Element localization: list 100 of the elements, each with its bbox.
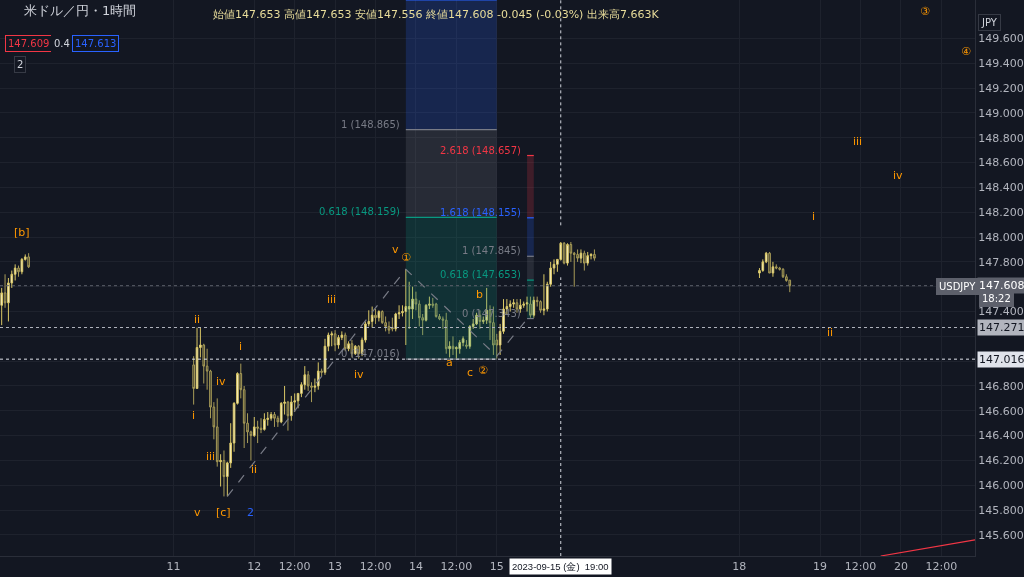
annotation: i [239, 340, 243, 353]
x-tick-label: 12:00 [278, 560, 311, 574]
x-tick-label: 14 [408, 560, 423, 574]
annotation: 2 [17, 59, 24, 70]
candlestick [27, 252, 30, 269]
candlestick [458, 339, 462, 355]
annotation: v [194, 506, 201, 519]
annotation: c [467, 366, 474, 379]
text: JPY [981, 17, 998, 28]
candlestick [192, 355, 195, 406]
annotation: 0.4 [54, 38, 70, 49]
candlestick [337, 334, 340, 350]
text: 18:22 [982, 293, 1011, 304]
x-tick-label: 12:00 [359, 560, 392, 574]
candlestick [333, 329, 337, 352]
annotation: [b] [14, 226, 30, 239]
candlestick [532, 296, 536, 319]
y-tick-label: 148.800 [978, 131, 1024, 145]
y-tick-label: 145.800 [978, 503, 1024, 517]
candlestick [20, 257, 24, 275]
candlestick [370, 306, 374, 329]
y-tick-label: 148.200 [978, 206, 1024, 220]
candlestick [320, 368, 323, 377]
candlestick [387, 320, 391, 335]
annotation: ① [401, 251, 411, 264]
annotation: b [476, 288, 483, 301]
y-tick-label: 146.000 [978, 479, 1024, 493]
annotation: iii [327, 293, 337, 306]
candlestick [330, 330, 334, 347]
ref-line-label: 147.016 [979, 353, 1024, 366]
series-label: 0.618 (147.653) [440, 269, 522, 280]
series-label: 1 (148.865) [341, 119, 400, 130]
candlestick [593, 248, 596, 262]
ref-line-label: 2023-09-15 (金) 19:00 [512, 561, 609, 572]
x-tick-label: 12 [247, 560, 262, 574]
y-tick-label: 146.800 [978, 379, 1024, 393]
annotation: 147.609 [8, 38, 50, 49]
candlestick [252, 416, 256, 438]
candlestick [263, 412, 266, 432]
annotation: iv [354, 368, 365, 381]
candlestick [542, 273, 546, 316]
candlestick [586, 251, 590, 267]
annotation: iii [853, 135, 863, 148]
candlestick [215, 397, 219, 468]
series-label: 1.618 (148.155) [440, 207, 522, 218]
candlestick [579, 248, 583, 264]
y-tick-label: 149.400 [978, 57, 1024, 71]
ref-line-label: 147.608 [979, 279, 1024, 292]
y-tick-label: 149.000 [978, 106, 1024, 120]
candlestick [539, 299, 542, 314]
candlestick [774, 263, 778, 270]
annotation: ④ [961, 45, 971, 58]
annotation: 147.613 [75, 38, 117, 49]
y-tick-label: 148.000 [978, 230, 1024, 244]
candlestick [448, 340, 451, 358]
y-tick-label: 147.400 [978, 305, 1024, 319]
annotation: 2 [247, 506, 254, 519]
annotation: ② [478, 364, 488, 377]
candlestick [273, 411, 276, 428]
y-tick-label: 146.600 [978, 404, 1024, 418]
candlestick [347, 340, 350, 352]
candlestick [444, 312, 448, 355]
y-tick-label: 146.200 [978, 454, 1024, 468]
candlestick [222, 450, 226, 497]
candlestick [404, 268, 408, 346]
candlestick [377, 309, 381, 322]
annotation: ii [251, 463, 258, 476]
candlestick [434, 302, 438, 319]
x-tick-label: 12:00 [925, 560, 958, 574]
x-tick-label: 20 [893, 560, 908, 574]
annotation: i [812, 210, 816, 223]
candlestick [768, 251, 771, 274]
candlestick [316, 361, 320, 391]
y-tick-label: 148.400 [978, 181, 1024, 195]
chart-title: 米ドル／円・1時間 [24, 3, 137, 19]
y-tick-label: 147.800 [978, 255, 1024, 269]
annotation: [c] [216, 506, 231, 519]
candlestick [3, 273, 7, 309]
ref-line-label: 147.271 [979, 321, 1024, 334]
annotation: ③ [920, 5, 930, 18]
annotation: iii [206, 450, 216, 463]
x-tick-label: 19 [813, 560, 828, 574]
x-tick-label: 12:00 [440, 560, 473, 574]
candlestick [195, 327, 199, 389]
annotation: USDJPY [939, 281, 977, 292]
candlestick [522, 301, 526, 309]
candlestick [562, 241, 566, 265]
candlestick [451, 335, 455, 356]
x-tick-label: 13 [328, 560, 343, 574]
annotation: v [392, 243, 399, 256]
candlestick [266, 411, 270, 427]
candlestick [465, 339, 468, 350]
x-tick-label: 18 [732, 560, 747, 574]
candlestick [256, 420, 259, 444]
x-tick-label: 12:00 [844, 560, 877, 574]
candlestick [276, 415, 280, 428]
series-label: 1 (147.845) [462, 245, 521, 256]
annotation: i [192, 409, 196, 422]
y-tick-label: 145.600 [978, 528, 1024, 542]
y-tick-label: 149.200 [978, 81, 1024, 95]
